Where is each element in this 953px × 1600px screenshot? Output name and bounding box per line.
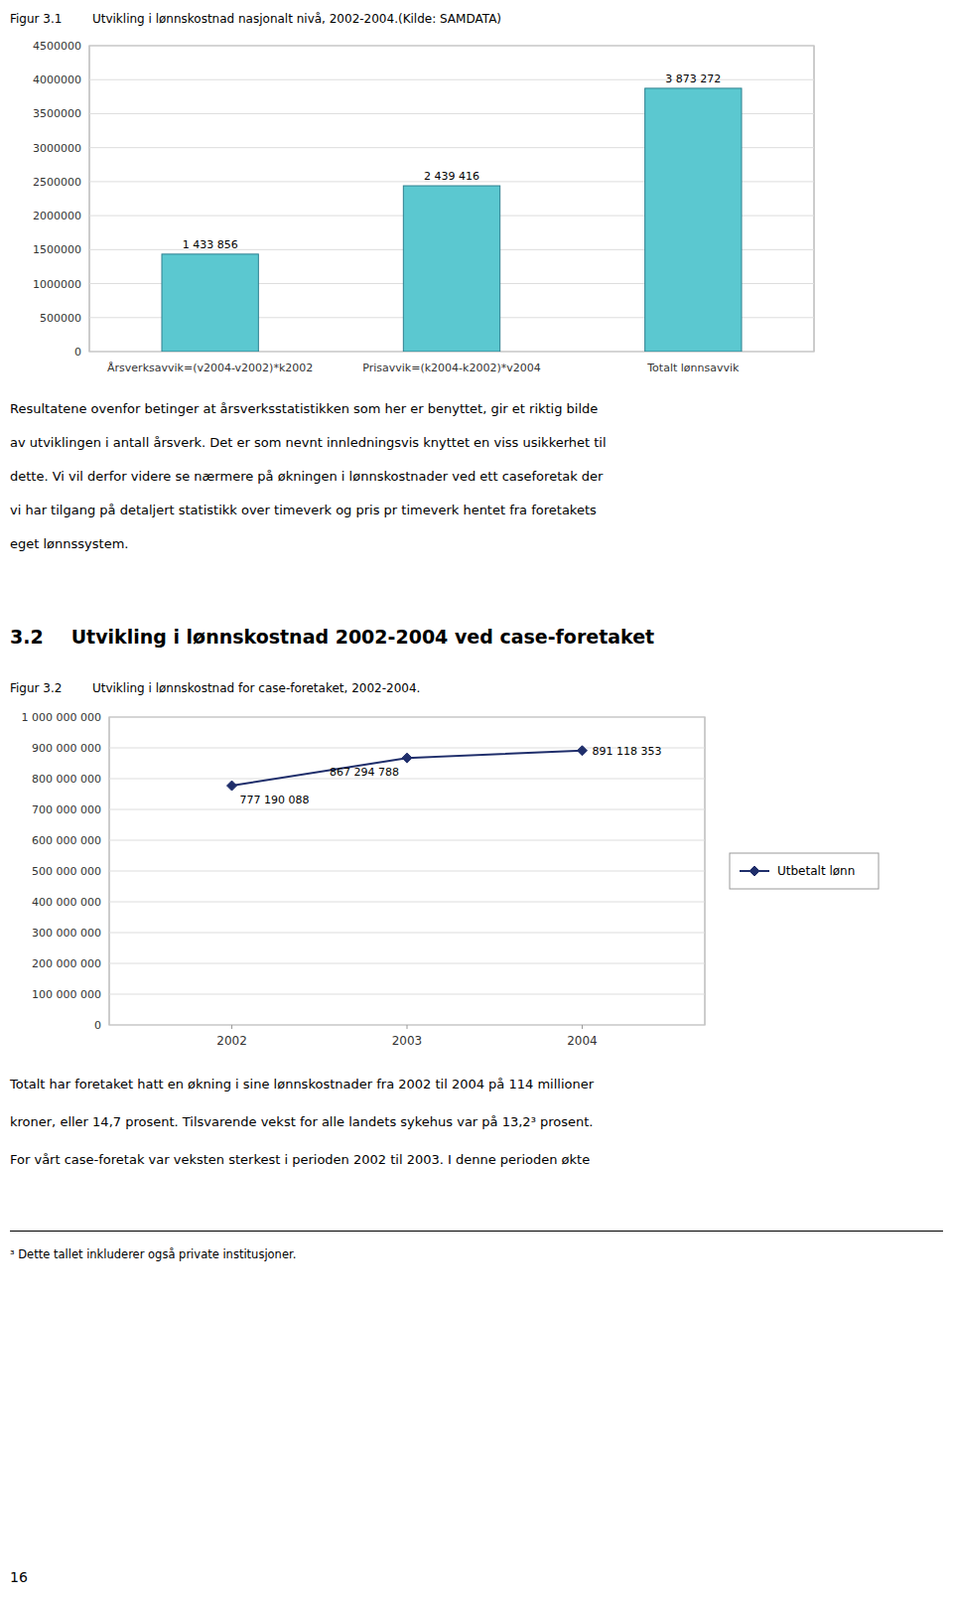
y-tick-label: 3500000 [32,107,82,121]
plot-frame [109,716,705,1025]
body-text: eget lønnssystem. [9,536,129,551]
footer-text: Totalt har foretaket hatt en økning i si… [9,1076,594,1091]
y-tick-label: 600 000 000 [31,833,102,847]
bars [161,88,742,352]
body-text: Resultatene ovenfor betinger at årsverks… [9,401,598,416]
x-tick-label: 2002 [216,1033,248,1048]
legend: Utbetalt lønn [729,852,879,889]
x-tick-label: Prisavvik=(k2004-k2002)*v2004 [362,361,541,375]
x-tick-label: 2004 [566,1033,598,1048]
chart-title: Figur 3.2 Utvikling i lønnskostnad for c… [9,680,420,695]
data-label: 777 190 088 [240,793,310,807]
x-tick-label: 2003 [392,1033,423,1048]
y-tick-label: 900 000 000 [31,741,102,755]
data-label: 3 873 272 [665,72,721,86]
data-label: 2 439 416 [423,169,480,183]
grid-line [109,993,705,995]
y-tick-label: 100 000 000 [31,987,102,1001]
grid-line [109,932,705,934]
body-text: vi har tilgang på detaljert statistikk o… [9,502,597,518]
grid-line [109,839,705,841]
x-tick-label: Årsverksavvik=(v2004-v2002)*k2002 [107,361,313,375]
section-number: 3.2 [9,625,44,648]
section-heading: 3.2 Utvikling i lønnskostnad 2002-2004 ve… [9,625,655,648]
x-tick [581,1024,583,1029]
data-label: 1 433 856 [182,238,239,252]
y-tick-label: 1 000 000 000 [21,710,102,724]
bar [403,185,500,352]
grid-line [109,716,705,718]
y-tick-label: 1500000 [32,243,82,257]
y-tick-label: 200 000 000 [31,956,102,970]
x-tick [407,1024,409,1029]
bar [645,88,742,352]
line [232,750,583,786]
x-tick-label: Totalt lønnsavvik [646,361,740,375]
grid-line [109,809,705,811]
lines [227,745,588,791]
y-tick-label: 0 [94,1018,102,1032]
y-tick-label: 2000000 [32,209,82,223]
legend-label: Utbetalt lønn [777,863,855,878]
y-tick-label: 4000000 [32,73,82,87]
data-label: 891 118 353 [591,744,662,758]
grid-line [109,901,705,903]
y-tick-label: 500 000 000 [31,864,102,878]
footnote: ³ Dette tallet inkluderer også private i… [9,1246,296,1261]
line-chart: 0 100 000 000 200 000 000 300 000 000 400 00… [0,706,953,1065]
grid-line [109,962,705,964]
legend-frame [729,852,879,889]
y-tick-label: 800 000 000 [31,772,102,786]
y-tick-label: 2500000 [32,175,82,189]
y-tick-label: 700 000 000 [31,803,102,817]
plot-frame [89,45,815,352]
y-tick-label: 400 000 000 [31,895,102,909]
y-tick-label: 1000000 [32,277,82,291]
grid-line [89,45,815,47]
x-tick [231,1024,233,1029]
body-text: av utviklingen i antall årsverk. Det er … [9,434,607,450]
y-tick-label: 3000000 [32,141,82,155]
footer-text: kroner, eller 14,7 prosent. Tilsvarende … [9,1113,594,1129]
data-label: 867 294 788 [329,765,400,779]
grid-line [109,870,705,872]
y-tick-label: 300 000 000 [31,926,102,940]
page-number: 16 [9,1568,28,1585]
y-tick-label: 4500000 [32,39,82,53]
grid-line [109,778,705,780]
body-text: dette. Vi vil derfor videre se nærmere p… [9,468,603,484]
bar-chart: 0 500000 1000000 1500000 2000000 2500000 30000… [0,35,953,394]
marker [576,745,587,756]
y-tick-label: 0 [74,345,82,359]
chart-title: Figur 3.1 Utvikling i lønnskostnad nasjo… [9,11,502,26]
rule [9,1229,944,1231]
footer-text: For vårt case-foretak var veksten sterke… [9,1151,590,1167]
bar [161,254,259,352]
legend-marker [749,865,760,876]
marker [227,780,238,791]
marker [402,752,412,763]
section-title: Utvikling i lønnskostnad 2002-2004 ved c… [71,625,656,648]
y-tick-label: 500000 [39,311,82,325]
